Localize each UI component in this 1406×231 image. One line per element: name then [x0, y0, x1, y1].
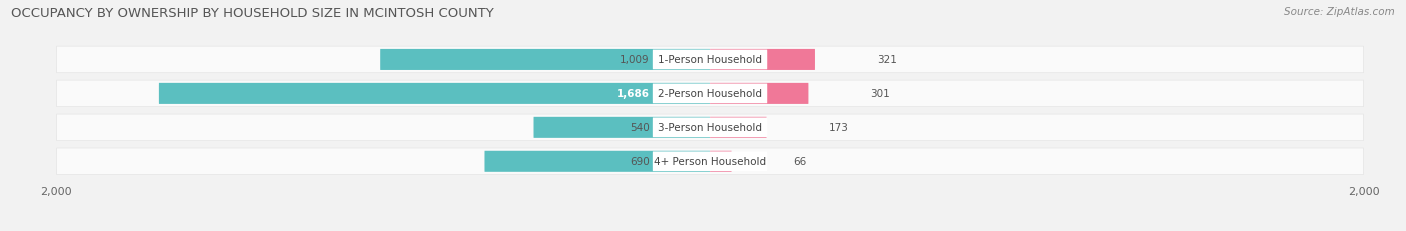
Text: 2-Person Household: 2-Person Household — [658, 89, 762, 99]
FancyBboxPatch shape — [56, 80, 1364, 107]
FancyBboxPatch shape — [710, 151, 731, 172]
FancyBboxPatch shape — [652, 152, 768, 171]
FancyBboxPatch shape — [56, 47, 1364, 74]
FancyBboxPatch shape — [485, 151, 710, 172]
Text: 1-Person Household: 1-Person Household — [658, 55, 762, 65]
FancyBboxPatch shape — [159, 83, 710, 104]
FancyBboxPatch shape — [56, 47, 1364, 73]
FancyBboxPatch shape — [56, 81, 1364, 107]
Text: 4+ Person Household: 4+ Person Household — [654, 157, 766, 167]
Text: 321: 321 — [877, 55, 897, 65]
FancyBboxPatch shape — [652, 84, 768, 104]
Text: 690: 690 — [630, 157, 650, 167]
Text: 173: 173 — [828, 123, 849, 133]
FancyBboxPatch shape — [56, 149, 1364, 174]
Text: 3-Person Household: 3-Person Household — [658, 123, 762, 133]
Text: OCCUPANCY BY OWNERSHIP BY HOUSEHOLD SIZE IN MCINTOSH COUNTY: OCCUPANCY BY OWNERSHIP BY HOUSEHOLD SIZE… — [11, 7, 494, 20]
Text: Source: ZipAtlas.com: Source: ZipAtlas.com — [1284, 7, 1395, 17]
Text: 540: 540 — [630, 123, 650, 133]
Text: 1,686: 1,686 — [617, 89, 650, 99]
Text: 301: 301 — [870, 89, 890, 99]
FancyBboxPatch shape — [652, 118, 768, 138]
FancyBboxPatch shape — [56, 114, 1364, 141]
FancyBboxPatch shape — [710, 50, 815, 71]
FancyBboxPatch shape — [56, 115, 1364, 141]
Text: 66: 66 — [794, 157, 807, 167]
FancyBboxPatch shape — [652, 50, 768, 70]
FancyBboxPatch shape — [56, 148, 1364, 175]
FancyBboxPatch shape — [710, 117, 766, 138]
Text: 1,009: 1,009 — [620, 55, 650, 65]
FancyBboxPatch shape — [710, 83, 808, 104]
FancyBboxPatch shape — [533, 117, 710, 138]
FancyBboxPatch shape — [380, 50, 710, 71]
